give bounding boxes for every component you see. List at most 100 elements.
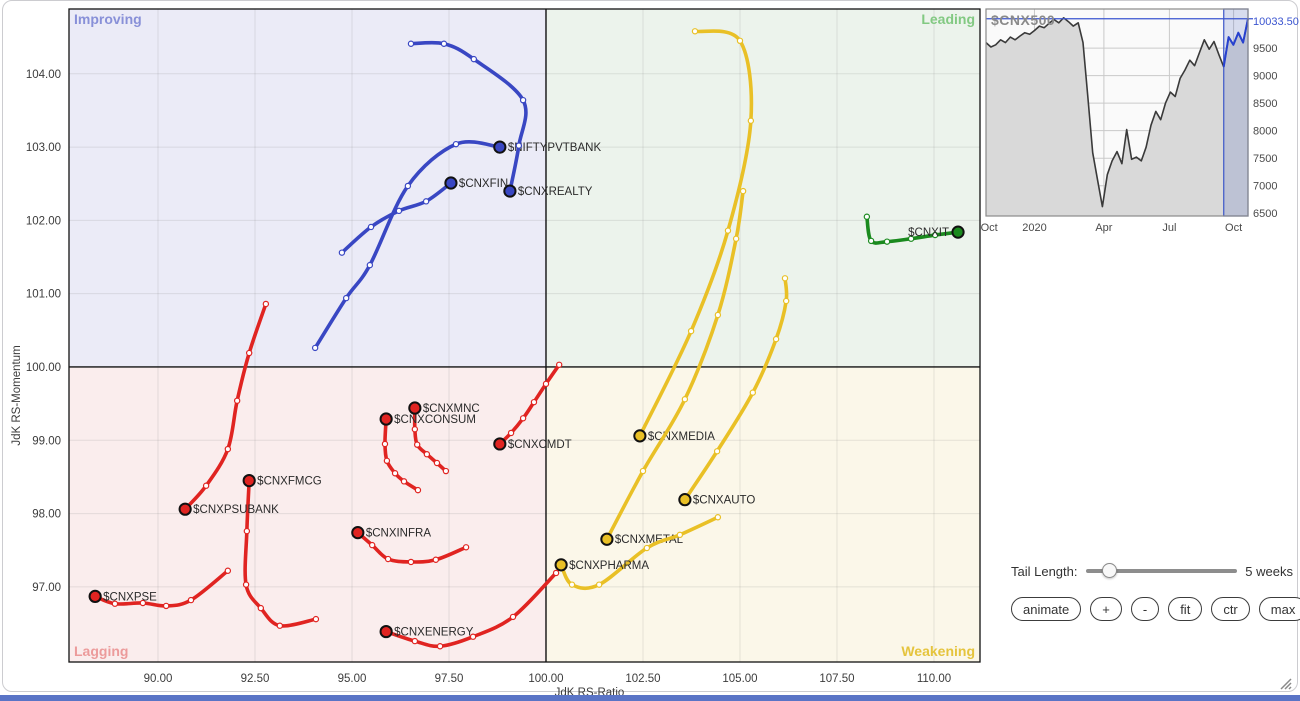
label-cnxpsubank: $CNXPSUBANK: [193, 504, 279, 516]
tail-point-cnxinfra: [384, 555, 392, 563]
tail-point-cnxinfra: [368, 541, 376, 549]
quadrant-label-improving: Improving: [74, 11, 142, 27]
rrg-controls: Tail Length: 5 weeks animate + - fit ctr…: [1011, 563, 1300, 621]
tail-length-slider[interactable]: [1085, 563, 1238, 579]
max-button[interactable]: max: [1258, 597, 1300, 621]
tail-point-cnxauto: [772, 335, 780, 343]
tail-point-cnxmnc: [442, 467, 450, 475]
tail-point-cnxinfra: [432, 556, 440, 563]
tail-point-cnxenergy: [436, 643, 444, 650]
head-cnxinfra[interactable]: [351, 526, 365, 540]
head-niftypvtbank[interactable]: [493, 140, 507, 154]
label-cnxmetal: $CNXMETAL: [615, 534, 684, 546]
label-cnxenergy: $CNXENERGY: [394, 627, 474, 639]
resize-grip-icon[interactable]: [1277, 675, 1293, 691]
inset-x-tick-label: Apr: [1095, 222, 1112, 234]
tail-point-niftypvtbank: [311, 344, 319, 352]
tail-point-cnxconsum: [381, 440, 389, 448]
quadrant-label-lagging: Lagging: [74, 643, 128, 659]
tail-point-cnxfin: [367, 223, 375, 231]
price-inset-chart: 6500 7000 7500 8000 8500 9000 9500 Oct 2020 Apr Ju…: [981, 8, 1277, 234]
label-niftypvtbank: $NIFTYPVTBANK: [508, 142, 602, 154]
tail-point-cnxpse: [187, 596, 195, 604]
zoom-in-button[interactable]: +: [1090, 597, 1122, 621]
y-tick-label: 103.00: [26, 142, 61, 154]
head-cnxfmcg[interactable]: [242, 473, 256, 488]
inset-last-value: 10033.50: [1253, 16, 1299, 28]
tail-point-cnxmetal: [739, 187, 747, 195]
inset-x-tick-label: 2020: [1022, 222, 1046, 234]
label-cnxcmdt: $CNXCMDT: [508, 439, 572, 451]
label-cnxpharma: $CNXPHARMA: [569, 560, 649, 572]
quadrant-label-weakening: Weakening: [901, 643, 975, 659]
label-cnxmnc: $CNXMNC: [423, 403, 480, 415]
head-cnxfin[interactable]: [444, 176, 458, 190]
tail-point-cnxpse: [162, 602, 170, 610]
head-cnxpharma[interactable]: [554, 558, 568, 572]
head-cnxcmdt[interactable]: [493, 437, 507, 451]
tail-point-cnxpharma: [595, 581, 603, 588]
quadrant-lagging: [69, 366, 546, 662]
label-cnxrealty: $CNXREALTY: [518, 186, 593, 198]
tail-point-cnxconsum: [391, 470, 399, 477]
tail-point-cnxmetal: [639, 467, 647, 475]
slider-thumb[interactable]: [1101, 563, 1117, 578]
tail-point-cnxrealty: [440, 40, 448, 47]
y-tick-label: 98.00: [32, 509, 61, 521]
fit-button[interactable]: fit: [1168, 597, 1203, 621]
label-cnxauto: $CNXAUTO: [693, 495, 755, 507]
tail-point-cnxpsubank: [245, 349, 253, 357]
tail-point-cnxpharma: [568, 581, 576, 588]
tail-point-cnxfmcg: [257, 604, 265, 612]
tail-point-cnxpse: [224, 567, 232, 574]
head-cnxauto[interactable]: [678, 493, 692, 507]
tail-point-cnxinfra: [407, 558, 415, 566]
head-cnxrealty[interactable]: [503, 184, 517, 198]
tail-point-cnxfin: [395, 207, 403, 215]
tail-point-cnxit: [867, 237, 875, 245]
y-axis-title: JdK RS-Momentum: [11, 345, 23, 445]
head-cnxenergy[interactable]: [379, 624, 393, 639]
tail-point-cnxrealty: [407, 40, 415, 47]
x-tick-label: 107.50: [819, 673, 854, 685]
center-button[interactable]: ctr: [1211, 597, 1250, 621]
x-tick-label: 105.00: [722, 673, 757, 685]
tail-point-cnxmedia: [747, 117, 755, 124]
tail-point-cnxfmcg: [276, 622, 284, 629]
tail-point-cnxfmcg: [242, 581, 250, 588]
y-tick-label: 97.00: [32, 582, 61, 594]
head-cnxmedia[interactable]: [633, 429, 647, 443]
x-tick-label: 100.00: [528, 673, 563, 685]
head-cnxpse[interactable]: [88, 589, 102, 603]
tail-point-cnxauto: [713, 448, 721, 455]
animate-button[interactable]: animate: [1011, 597, 1082, 621]
tail-point-cnxconsum: [383, 457, 391, 465]
label-cnxmedia: $CNXMEDIA: [648, 431, 715, 443]
tail-point-cnxcmdt: [530, 398, 538, 406]
inset-highlight-line: [1222, 18, 1249, 67]
head-cnxmetal[interactable]: [600, 532, 614, 546]
tail-point-cnxconsum: [414, 486, 422, 494]
x-tick-label: 90.00: [144, 673, 173, 685]
tail-point-cnxmetal: [681, 396, 689, 403]
tail-point-cnxit: [931, 231, 939, 239]
tail-point-niftypvtbank: [366, 261, 374, 269]
head-cnxmnc[interactable]: [408, 401, 422, 415]
head-cnxconsum[interactable]: [379, 412, 393, 426]
tail-point-cnxmedia: [691, 28, 699, 35]
head-cnxit[interactable]: [951, 225, 965, 239]
head-cnxpsubank[interactable]: [178, 502, 192, 516]
tail-point-cnxit: [863, 213, 871, 220]
zoom-out-button[interactable]: -: [1130, 597, 1160, 621]
tail-point-cnxrealty: [519, 96, 527, 104]
tail-point-cnxmetal: [714, 311, 722, 319]
tail-point-cnxmnc: [413, 441, 421, 448]
label-cnxconsum: $CNXCONSUM: [394, 414, 476, 426]
inset-y-tick-label: 6500: [1253, 208, 1277, 220]
inset-y-tick-label: 7500: [1253, 153, 1277, 165]
slider-track[interactable]: [1085, 569, 1238, 573]
rrg-chart: Improving Leading Lagging Weakening $NIFTYPV…: [11, 8, 981, 699]
tail-point-cnxfin: [422, 198, 430, 205]
tail-point-cnxpsubank: [202, 482, 210, 489]
tail-point-cnxmnc: [411, 426, 419, 433]
